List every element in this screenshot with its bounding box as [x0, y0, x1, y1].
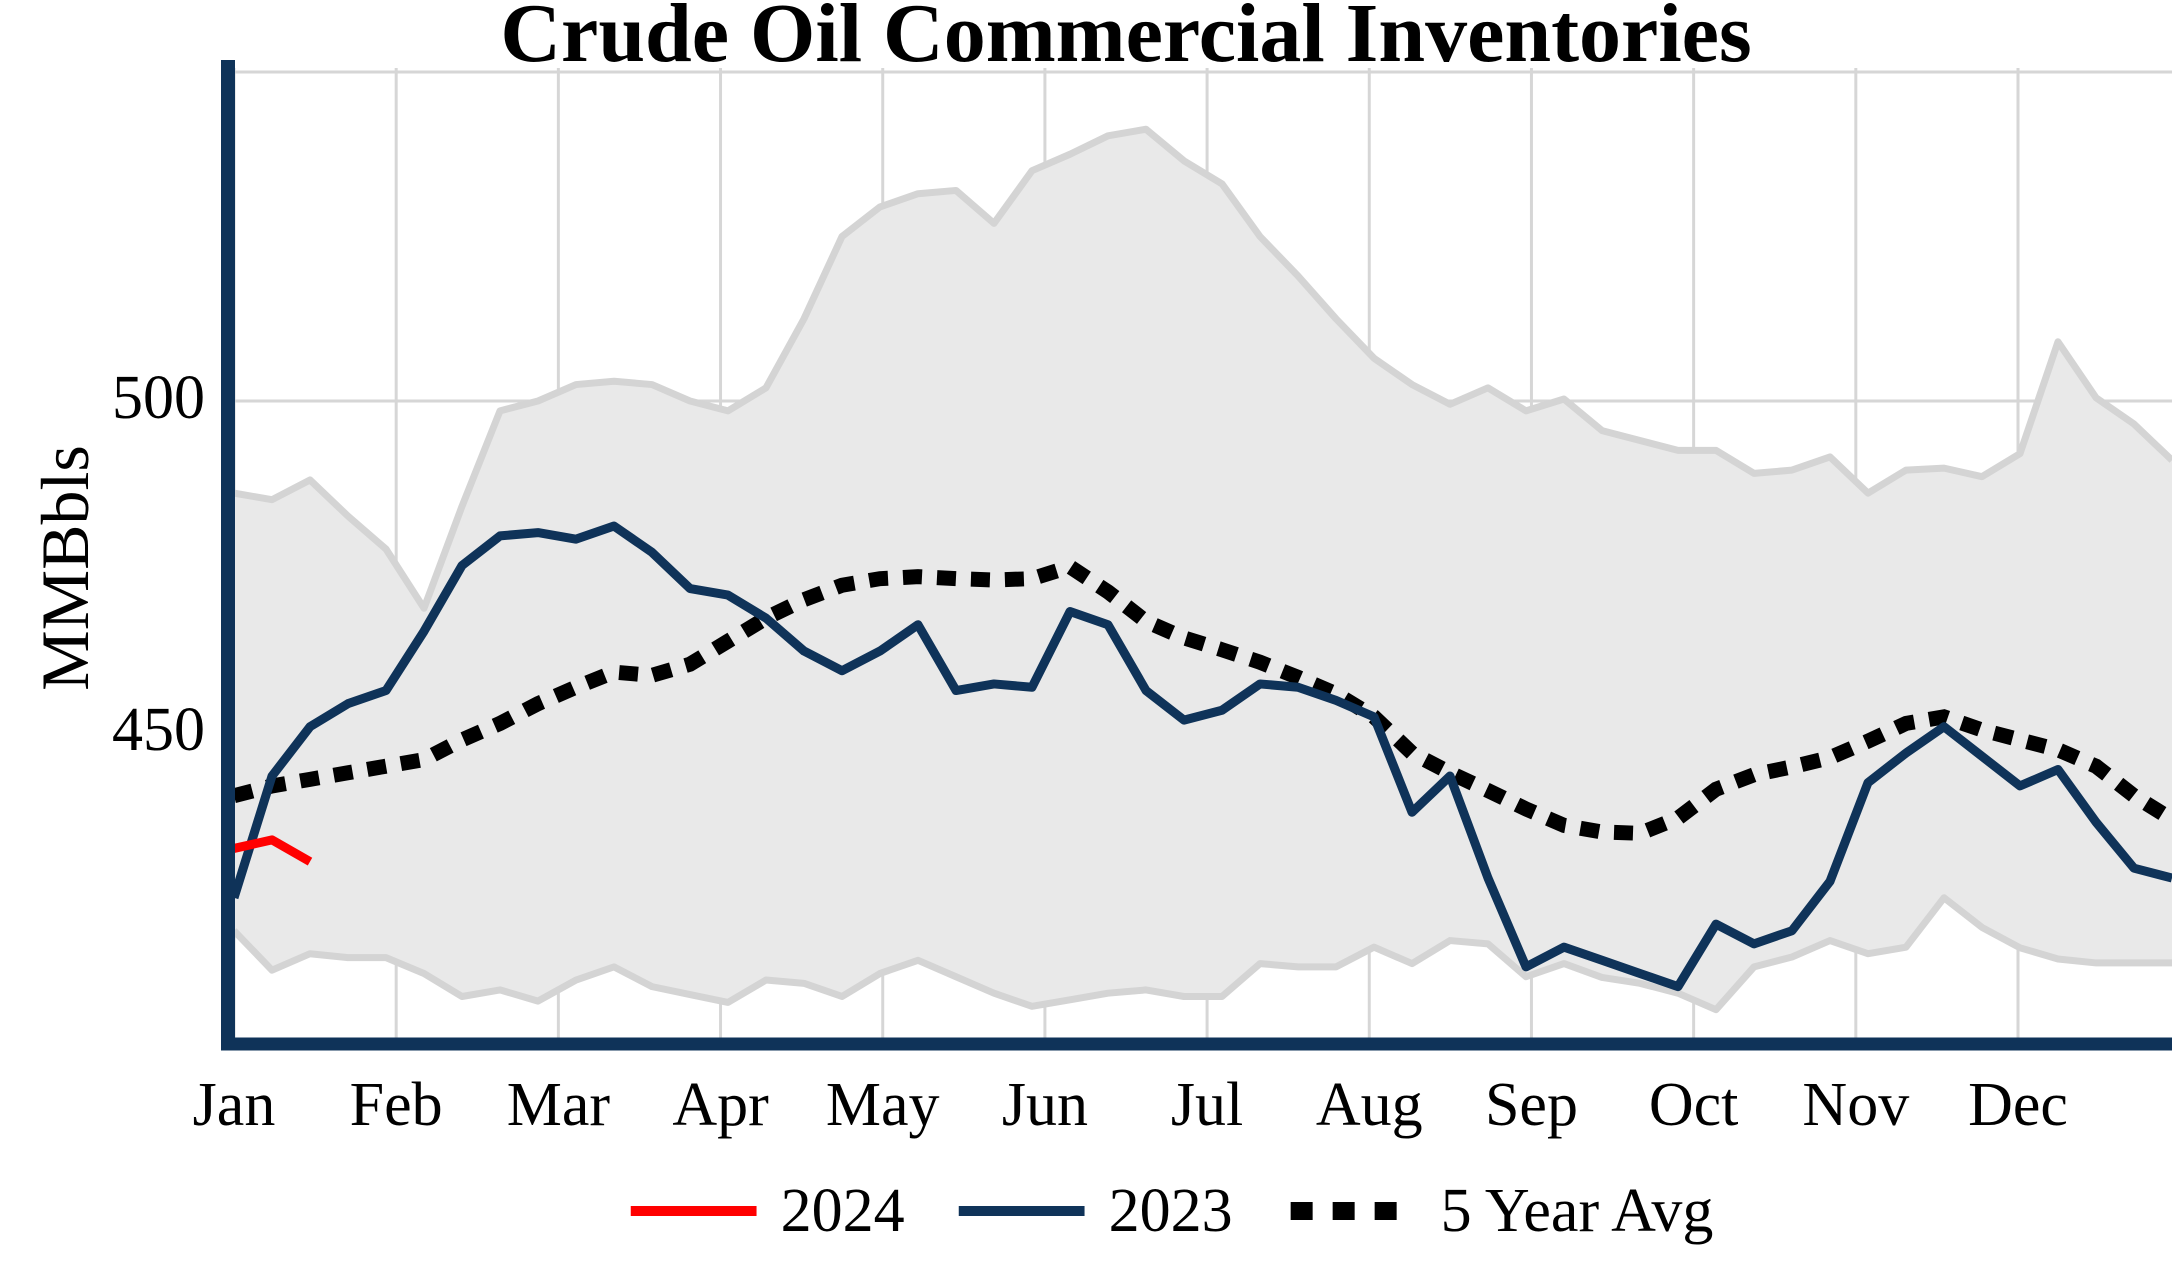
series-line-2024 [233, 835, 313, 866]
x-tick-jul: Jul [1170, 1071, 1244, 1139]
x-tick-may: May [825, 1071, 940, 1139]
legend-label-5yr-avg: 5 Year Avg [1440, 1177, 1714, 1245]
legend-swatch-2024-line [630, 1206, 757, 1216]
legend-swatch-5yr-dotted-line [1290, 1202, 1417, 1220]
y-axis-title: MMBbls [27, 445, 103, 691]
series-line-5-year-avg [232, 558, 2172, 841]
x-tick-sep: Sep [1484, 1071, 1578, 1139]
five-year-range-upper-edge [233, 125, 2172, 612]
legend-item-2024: 2024 [630, 1177, 905, 1245]
x-tick-mar: Mar [506, 1071, 611, 1139]
legend-swatch-2023-line [958, 1206, 1085, 1216]
x-tick-aug: Aug [1315, 1071, 1423, 1139]
series-line-2023 [229, 521, 2172, 992]
chart-title: Crude Oil Commercial Inventories [500, 0, 1752, 80]
y-tick-500: 500 [112, 364, 205, 432]
legend-label-2024: 2024 [780, 1177, 905, 1245]
legend-item-5yr-avg: 5 Year Avg [1287, 1177, 1714, 1245]
x-tick-feb: Feb [349, 1071, 443, 1139]
chart-legend: 2024 2023 5 Year Avg [604, 1180, 1741, 1242]
x-tick-jan: Jan [192, 1071, 276, 1139]
x-tick-jun: Jun [1001, 1071, 1088, 1139]
x-tick-oct: Oct [1648, 1071, 1739, 1139]
five-year-range-band [234, 129, 2172, 1010]
x-tick-dec: Dec [1968, 1071, 2068, 1139]
y-tick-450: 450 [112, 696, 205, 764]
legend-item-2023: 2023 [958, 1177, 1233, 1245]
legend-label-2023: 2023 [1108, 1177, 1233, 1245]
five-year-range-lower-edge [231, 894, 2172, 1014]
x-tick-apr: Apr [672, 1071, 769, 1139]
x-tick-nov: Nov [1802, 1071, 1910, 1139]
